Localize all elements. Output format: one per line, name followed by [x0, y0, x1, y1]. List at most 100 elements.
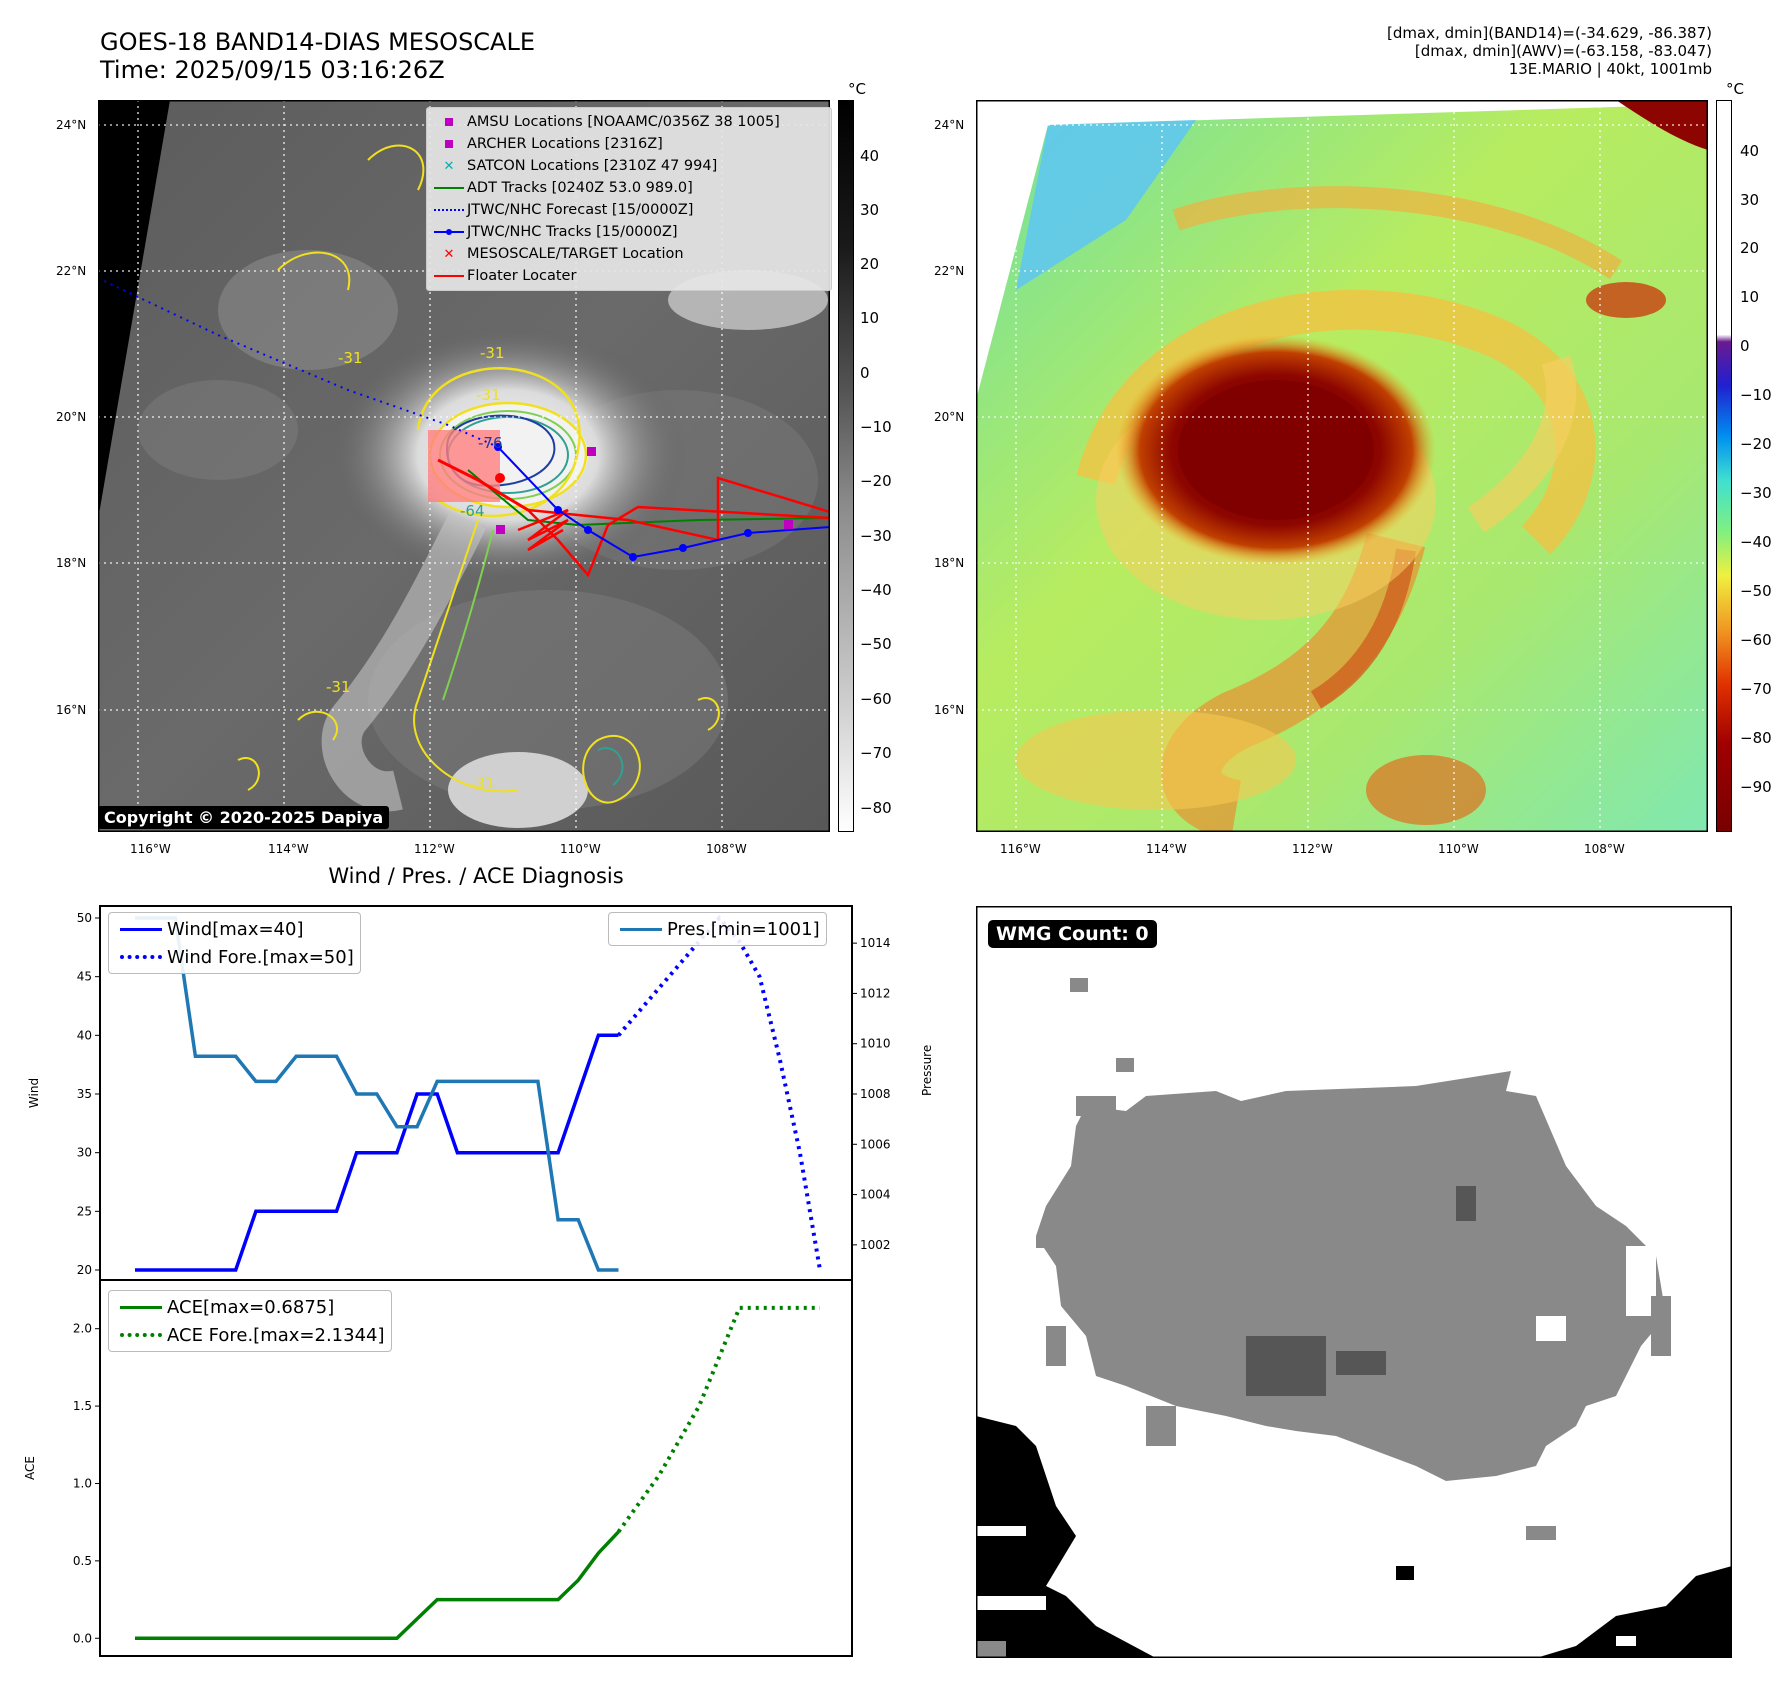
contour-label: -76: [478, 434, 503, 452]
ace-tick-label: 1.0: [73, 1476, 92, 1490]
lat-label: 20°N: [56, 410, 87, 424]
colorbar-tick: −20: [860, 472, 892, 490]
lon-label: 112°W: [1292, 842, 1333, 856]
wmg-map: [976, 906, 1732, 1658]
ace-ylabel: ACE: [23, 1456, 37, 1480]
diagnosis-title: Wind / Pres. / ACE Diagnosis: [328, 864, 624, 888]
series-line-wind-fore-max-50-: [616, 914, 822, 1271]
legend-item: JTWC/NHC Forecast [15/0000Z]: [431, 199, 827, 221]
wind-tick-label: 40: [77, 1028, 92, 1042]
series-line-wind-max-40-: [135, 1033, 619, 1272]
pressure-tick-label: 1010: [860, 1037, 891, 1051]
legend-item: ARCHER Locations [2316Z]: [431, 133, 827, 155]
lat-label: 18°N: [934, 556, 965, 570]
ir-legend: AMSU Locations [NOAAMC/0356Z 38 1005] AR…: [426, 107, 832, 291]
title-line-1: GOES-18 BAND14-DIAS MESOSCALE: [100, 28, 536, 56]
lon-label: 108°W: [706, 842, 747, 856]
lon-label: 110°W: [1438, 842, 1479, 856]
colorbar-tick: −50: [860, 635, 892, 653]
legend-item: ✕ MESOSCALE/TARGET Location: [443, 246, 684, 262]
copyright-badge: Copyright © 2020-2025 Dapiya: [98, 806, 390, 829]
lon-label: 116°W: [1000, 842, 1041, 856]
wind-tick-label: 30: [77, 1146, 92, 1160]
pressure-legend: Pres.[min=1001]: [608, 912, 827, 946]
lat-label: 24°N: [56, 118, 87, 132]
figure-title: GOES-18 BAND14-DIAS MESOSCALE Time: 2025…: [100, 28, 535, 84]
wind-tick-label: 20: [77, 1263, 92, 1277]
lon-label: 108°W: [1584, 842, 1625, 856]
wind-ylabel: Wind: [27, 1078, 41, 1108]
lon-label: 116°W: [130, 842, 171, 856]
pressure-tick-label: 1006: [860, 1137, 891, 1151]
pressure-tick-label: 1002: [860, 1238, 891, 1252]
wind-tick-label: 25: [77, 1204, 92, 1218]
colorbar-tick: 20: [860, 255, 880, 273]
colorbar-tick: −30: [1740, 484, 1772, 502]
colorbar-unit: °C: [848, 80, 866, 98]
colorbar-tick: −60: [860, 690, 892, 708]
wind-tick-label: 35: [77, 1087, 92, 1101]
lat-label: 20°N: [934, 410, 965, 424]
lat-label: 22°N: [56, 264, 87, 278]
pressure-tick-label: 1008: [860, 1087, 891, 1101]
ace-tick-label: 2.0: [73, 1322, 92, 1336]
colorbar-tick: −50: [1740, 582, 1772, 600]
legend-item: Pres.[min=1001]: [615, 915, 820, 943]
contour-label: -31: [470, 774, 495, 792]
contour-label: -64: [460, 502, 485, 520]
ace-tick-label: 0.5: [73, 1554, 92, 1568]
colorbar-tick: −70: [1740, 680, 1772, 698]
colorbar-tick: 30: [860, 201, 880, 219]
series-line-ace-fore-max-2-1344-: [616, 1305, 820, 1533]
colorbar-tick: −90: [1740, 778, 1772, 796]
legend-item: ACE[max=0.6875]: [115, 1293, 385, 1321]
awv-colorbar: [1716, 100, 1732, 832]
legend-item: JTWC/NHC Tracks [15/0000Z]: [431, 221, 827, 243]
pressure-tick-label: 1014: [860, 936, 891, 950]
ir-colorbar: [838, 100, 854, 832]
ace-axes-frame: [99, 1279, 853, 1657]
colorbar-tick: 20: [1740, 239, 1760, 257]
colorbar-tick: −60: [1740, 631, 1772, 649]
legend-item: ✕ SATCON Locations [2310Z 47 994]: [443, 158, 718, 174]
lon-label: 114°W: [1146, 842, 1187, 856]
series-line-pres-min-1001-: [135, 916, 619, 1272]
colorbar-tick: 0: [1740, 337, 1750, 355]
title-line-2: Time: 2025/09/15 03:16:26Z: [100, 56, 445, 84]
colorbar-tick: 0: [860, 364, 870, 382]
wmg-count-badge: WMG Count: 0: [988, 920, 1157, 948]
colorbar-tick: −70: [860, 744, 892, 762]
wind-legend: Wind[max=40] Wind Fore.[max=50]: [108, 912, 361, 974]
colorbar-tick: −80: [1740, 729, 1772, 747]
info-line-1: [dmax, dmin](BAND14)=(-34.629, -86.387): [1387, 24, 1712, 42]
colorbar-tick: 40: [860, 147, 880, 165]
series-line-ace-max-0-6875-: [135, 1530, 620, 1641]
wind-tick-label: 50: [77, 911, 92, 925]
lat-label: 18°N: [56, 556, 87, 570]
colorbar-tick: 10: [860, 309, 880, 327]
legend-item: AMSU Locations [NOAAMC/0356Z 38 1005]: [431, 111, 827, 133]
lat-label: 16°N: [934, 703, 965, 717]
info-line-2: [dmax, dmin](AWV)=(-63.158, -83.047): [1414, 42, 1712, 60]
wind-pressure-ace-chart: 50 45 40 35 30 25 20 1014 1012 1010 1008 1006 1004 1…: [23, 905, 891, 1657]
legend-item: ADT Tracks [0240Z 53.0 989.0]: [431, 177, 827, 199]
contour-label: -31: [326, 678, 351, 696]
colorbar-tick: −30: [860, 527, 892, 545]
legend-item: Wind Fore.[max=50]: [115, 943, 354, 971]
colorbar-tick: 10: [1740, 288, 1760, 306]
colorbar-tick: −20: [1740, 435, 1772, 453]
colorbar-tick: −10: [1740, 386, 1772, 404]
colorbar-tick: −40: [1740, 533, 1772, 551]
pressure-tick-label: 1012: [860, 986, 891, 1000]
wind-tick-label: 45: [77, 970, 92, 984]
legend-item: Floater Locater: [431, 265, 827, 287]
pressure-ylabel-text: Pressure: [920, 1044, 934, 1096]
colorbar-tick: −10: [860, 418, 892, 436]
ace-tick-label: 1.5: [73, 1399, 92, 1413]
colorbar-tick: −80: [860, 799, 892, 817]
lon-label: 110°W: [560, 842, 601, 856]
colorbar-unit: °C: [1726, 80, 1744, 98]
storm-info: [dmax, dmin](BAND14)=(-34.629, -86.387) …: [1387, 24, 1712, 78]
lon-label: 112°W: [414, 842, 455, 856]
lat-label: 16°N: [56, 703, 87, 717]
